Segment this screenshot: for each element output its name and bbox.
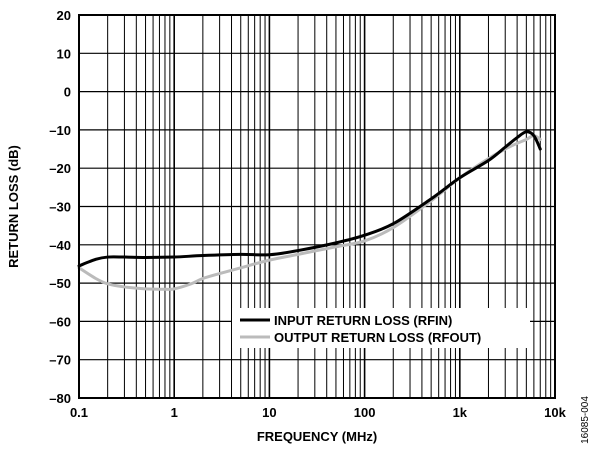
x-tick-label: 10k bbox=[544, 405, 566, 420]
x-tick-label: 1 bbox=[171, 405, 178, 420]
series-line-input-return-loss bbox=[77, 130, 542, 268]
x-tick-label: 0.1 bbox=[70, 405, 88, 420]
y-tick-label: –40 bbox=[49, 238, 71, 253]
y-tick-label: –20 bbox=[49, 161, 71, 176]
y-axis-title: RETURN LOSS (dB) bbox=[6, 145, 21, 268]
y-tick-label: –50 bbox=[49, 276, 71, 291]
x-axis-title: FREQUENCY (MHz) bbox=[257, 429, 377, 444]
y-tick-label: –10 bbox=[49, 123, 71, 138]
x-tick-label: 1k bbox=[453, 405, 468, 420]
legend-entry-label: OUTPUT RETURN LOSS (RFOUT) bbox=[274, 330, 481, 345]
plot-frame bbox=[78, 14, 556, 399]
y-tick-label: –60 bbox=[49, 314, 71, 329]
y-tick-label: 0 bbox=[64, 85, 71, 100]
legend: INPUT RETURN LOSS (RFIN) OUTPUT RETURN LO… bbox=[232, 308, 530, 348]
y-tick-label: 20 bbox=[57, 8, 71, 23]
x-tick-label: 10 bbox=[262, 405, 276, 420]
legend-entry-label: INPUT RETURN LOSS (RFIN) bbox=[274, 313, 452, 328]
x-tick-labels: 0.1 1 10 100 1k 10k bbox=[70, 405, 567, 420]
y-tick-label: 10 bbox=[57, 46, 71, 61]
series-layer bbox=[77, 130, 542, 291]
y-tick-labels: –80 –70 –60 –50 –40 –30 –20 –10 0 10 20 bbox=[49, 8, 71, 406]
figure-id: 16085-004 bbox=[580, 396, 591, 444]
y-tick-label: –80 bbox=[49, 391, 71, 406]
x-tick-label: 100 bbox=[354, 405, 376, 420]
y-tick-label: –70 bbox=[49, 353, 71, 368]
y-tick-label: –30 bbox=[49, 200, 71, 215]
legend-background bbox=[232, 308, 530, 348]
series-line-output-return-loss bbox=[77, 134, 542, 291]
